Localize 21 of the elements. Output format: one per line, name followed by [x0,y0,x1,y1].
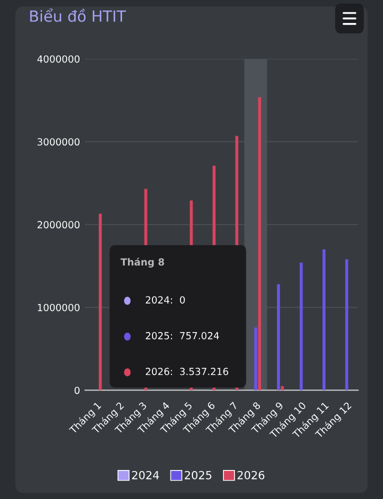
bar [300,262,303,390]
chart-title: Biểu đồ HTIT [30,8,126,22]
bar [254,328,258,390]
bar [280,386,284,390]
y-tick-label: 1000000 [38,304,80,312]
text: Tháng 8 [120,258,164,268]
y-tick-label: 3000000 [38,138,80,146]
bar [276,284,280,390]
bar [345,259,348,390]
legend-label: 2025 [184,470,212,480]
y-tick-label: 0 [74,386,80,394]
bar [98,214,102,390]
y-tick-label: 4000000 [37,55,80,63]
annotation: 2026: 3.537.216 [146,368,228,376]
annotation: 2025: 757.024 [146,332,219,340]
bar [322,249,326,390]
legend-label: 2026 [238,470,264,480]
annotation: 2024: 0 [146,296,185,304]
legend-label: 2024 [132,470,159,480]
y-tick-label: 2000000 [38,221,80,228]
bar [258,97,262,390]
